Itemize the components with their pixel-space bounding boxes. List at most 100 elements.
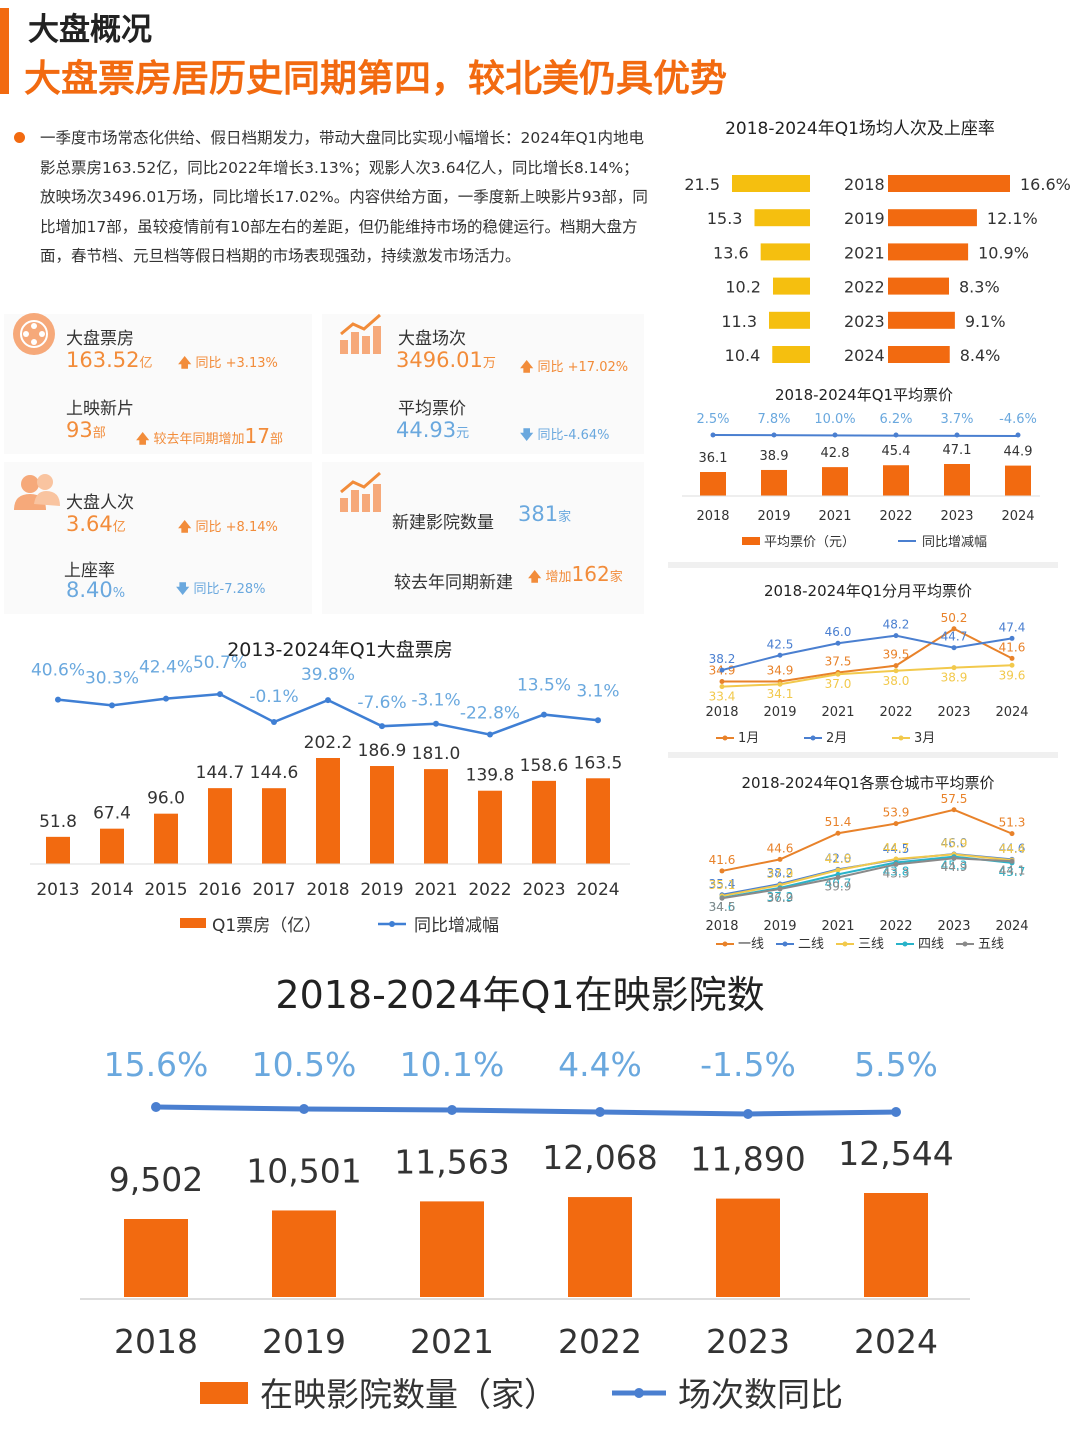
bar-label: 202.2: [304, 733, 353, 753]
growth-label: 10.1%: [400, 1045, 505, 1084]
series-point: [1009, 831, 1015, 837]
kpi-newfilms-value: 93部: [66, 418, 106, 442]
kpi-newfilms-change-text: 较去年同期增加: [153, 432, 245, 447]
bar: [700, 472, 726, 496]
series-point: [1009, 635, 1015, 641]
legend-label: 在映影院数量（家）: [260, 1375, 557, 1414]
bar: [532, 780, 556, 864]
legend-label: 平均票价（元）: [764, 535, 855, 550]
attendance-label: 13.6: [713, 243, 749, 262]
bullet-dot-icon: [14, 132, 25, 143]
series-label: 48.2: [883, 618, 910, 632]
series-point: [777, 856, 783, 862]
series-point: [893, 856, 899, 862]
bar-label: 139.8: [466, 766, 515, 786]
series-label: 39.9: [825, 879, 852, 893]
kpi-boxoffice-value: 163.52亿: [66, 348, 153, 372]
arrow-down-icon: 🡇: [520, 428, 534, 443]
growth-label: 30.3%: [85, 668, 139, 688]
chart-attendance: 2018-2024年Q1场均人次及上座率 21.5 2018 16.6% 15.3 201…: [684, 119, 1070, 365]
series-label: 44.9: [941, 860, 968, 874]
year-label: 2024: [844, 346, 885, 365]
x-tick-label: 2024: [995, 919, 1028, 934]
kpi-occupancy-unit: %: [112, 586, 126, 601]
bar: [154, 813, 178, 864]
legend-swatch-bar: [180, 918, 206, 928]
legend-swatch-point: [722, 735, 728, 741]
series-label: 37.5: [825, 655, 852, 669]
series-label: 37.0: [825, 677, 852, 691]
series-point: [893, 861, 899, 867]
x-tick-label: 2014: [90, 880, 133, 900]
kpi-screenings-value: 3496.01万: [396, 348, 496, 372]
bar: [944, 464, 970, 496]
growth-point: [743, 1109, 753, 1119]
series-label: 38.2: [767, 866, 794, 880]
x-tick-label: 2021: [818, 509, 851, 524]
growth-point: [299, 1104, 309, 1114]
series-line-1: [722, 627, 1013, 683]
series-label: 39.6: [999, 668, 1026, 682]
x-tick-label: 2021: [410, 1322, 494, 1361]
bar-label: 36.1: [699, 451, 728, 466]
occupancy-bar: [888, 175, 1010, 192]
x-tick-label: 2024: [576, 880, 619, 900]
series-label: 38.0: [883, 674, 910, 688]
kpi-occupancy-change-text: 同比-7.28%: [193, 582, 266, 597]
growth-point: [893, 432, 899, 438]
kpi-newcinemas-label: 新建影院数量: [392, 513, 494, 533]
kpi-occupancy-value: 8.40%: [66, 578, 125, 602]
kpi-boxoffice-label: 大盘票房: [66, 329, 134, 349]
growth-label: 3.1%: [576, 681, 619, 701]
bar: [883, 465, 909, 496]
kpi-occupancy-label: 上座率: [64, 561, 115, 581]
kpi-avgprice-unit: 元: [456, 426, 470, 441]
kpi-newcinemas-number: 381: [518, 502, 559, 526]
growth-label: 39.8%: [301, 665, 355, 685]
occupancy-label: 9.1%: [965, 312, 1006, 331]
chart-title: 2013-2024年Q1大盘票房: [227, 639, 453, 661]
growth-point: [447, 1105, 457, 1115]
x-tick-label: 2021: [414, 880, 457, 900]
chart-title: 2018-2024年Q1场均人次及上座率: [725, 119, 995, 139]
series-label: 41.6: [999, 640, 1026, 654]
bar-label: 144.6: [250, 763, 299, 783]
x-tick-label: 2024: [995, 705, 1028, 720]
attendance-bar: [769, 311, 810, 329]
attendance-bar: [732, 175, 810, 192]
series-point: [835, 640, 841, 646]
series-label: 44.6: [999, 841, 1026, 855]
legend-label: 同比增减幅: [414, 916, 499, 936]
legend-swatch-bar: [200, 1382, 248, 1404]
series-point: [951, 626, 957, 632]
legend-label: Q1票房（亿）: [212, 916, 321, 936]
series-label: 44.1: [999, 863, 1026, 877]
attendance-label: 10.2: [725, 278, 761, 297]
kpi-newcinemas-yoy-change: 🡅 增加162家: [528, 562, 623, 590]
kpi-newfilms-number: 93: [66, 418, 93, 442]
bar-label: 181.0: [412, 744, 461, 764]
growth-label: -4.6%: [999, 412, 1037, 427]
x-tick-label: 2022: [879, 919, 912, 934]
series-label: 34.6: [709, 900, 736, 914]
bar: [424, 769, 448, 864]
series-label: 43.3: [883, 866, 910, 880]
kpi-avgprice-label: 平均票价: [398, 399, 466, 419]
kpi-newfilms-change-unit: 部: [269, 432, 283, 447]
kpi-newcinemas-yoy-unit: 家: [609, 570, 623, 585]
series-label: 50.2: [941, 611, 968, 625]
series-point: [719, 868, 725, 874]
growth-label: -22.8%: [460, 704, 520, 724]
arrow-up-icon: 🡅: [178, 520, 192, 535]
x-tick-label: 2018: [114, 1322, 198, 1361]
kpi-newfilms-label: 上映新片: [66, 399, 134, 419]
x-tick-label: 2021: [821, 919, 854, 934]
cinema-growth-icon: [340, 471, 381, 512]
legend-label: 二线: [798, 937, 824, 952]
bar: [864, 1193, 928, 1297]
x-tick-label: 2013: [36, 880, 79, 900]
intro-paragraph: 一季度市场常态化供给、假日档期发力，带动大盘同比实现小幅增长：2024年Q1内地…: [14, 124, 650, 272]
growth-label: 50.7%: [193, 653, 247, 673]
legend-swatch-point: [842, 941, 848, 947]
series-label: 34.9: [767, 663, 794, 677]
